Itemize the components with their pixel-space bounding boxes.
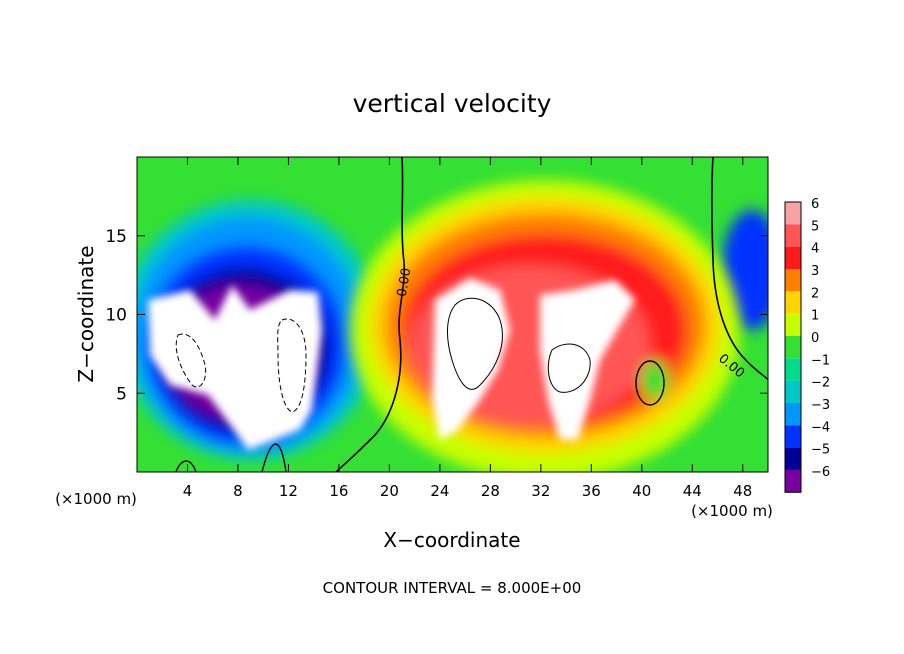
colorbar-swatch xyxy=(785,202,801,225)
x-tick-label: 48 xyxy=(733,482,752,500)
zero-contour-bottom xyxy=(175,443,287,472)
contour-lines xyxy=(175,157,768,472)
colorbar: 6 5 4 3 2 1 0 −1 −2 −3 −4 −5 −6 xyxy=(784,197,830,493)
x-tick-label: 32 xyxy=(531,482,550,500)
colorbar-swatch xyxy=(785,380,801,403)
y-unit-label: (×1000 m) xyxy=(55,490,137,508)
x-axis-label: X−coordinate xyxy=(383,528,520,552)
y-tick-label: 15 xyxy=(105,227,127,247)
colorbar-swatch xyxy=(785,425,801,448)
colorbar-label: 3 xyxy=(811,264,819,279)
x-tick-label: 36 xyxy=(582,482,601,500)
colorbar-swatch xyxy=(785,447,801,470)
contour-label-left: 0.00 xyxy=(395,267,415,298)
negative-contour-2 xyxy=(277,318,307,413)
x-tick-label: 4 xyxy=(183,482,193,500)
y-tick-label: 10 xyxy=(105,306,127,326)
x-tick-label: 44 xyxy=(683,482,702,500)
colorbar-swatch xyxy=(785,268,801,292)
x-tick-label: 16 xyxy=(329,482,348,500)
contour-interval-footer: CONTOUR INTERVAL = 8.000E+00 xyxy=(323,579,582,597)
colorbar-frame xyxy=(784,201,802,493)
colorbar-swatch xyxy=(785,358,801,381)
x-tick-label: 8 xyxy=(233,482,243,500)
colorbar-label: 0 xyxy=(811,331,819,346)
colorbar-swatch xyxy=(785,246,801,269)
colorbar-label: −1 xyxy=(811,353,830,368)
colorbar-swatch xyxy=(785,469,801,493)
negative-contour-1 xyxy=(175,333,207,388)
y-axis-ticks: 5 10 15 xyxy=(105,227,768,404)
zero-contour-loop xyxy=(635,360,665,406)
colorbar-label: 1 xyxy=(811,309,819,324)
x-tick-label: 28 xyxy=(481,482,500,500)
zero-contour-right xyxy=(711,157,768,381)
heatmap-field xyxy=(137,157,768,472)
colorbar-swatch xyxy=(785,313,801,336)
x-tick-label: 12 xyxy=(279,482,298,500)
colorbar-label: −2 xyxy=(811,376,830,391)
colorbar-label: −6 xyxy=(811,465,830,480)
x-unit-label: (×1000 m) xyxy=(691,502,773,520)
colorbar-label: −4 xyxy=(811,420,830,435)
x-axis-ticks: 4 8 12 16 20 24 28 32 36 40 44 48 xyxy=(183,157,752,500)
chart-title: vertical velocity xyxy=(353,89,552,118)
y-tick-label: 5 xyxy=(116,384,127,404)
colorbar-swatch xyxy=(785,291,801,314)
colorbar-swatch xyxy=(785,335,801,359)
colorbar-label: 5 xyxy=(811,219,819,234)
colorbar-label: 4 xyxy=(811,242,819,257)
x-tick-label: 20 xyxy=(380,482,399,500)
x-tick-label: 24 xyxy=(430,482,449,500)
colorbar-label: −3 xyxy=(811,398,830,413)
colorbar-label: 2 xyxy=(811,286,819,301)
colorbar-label: −5 xyxy=(811,443,830,458)
colorbar-label: 6 xyxy=(811,197,819,212)
y-axis-label: Z−coordinate xyxy=(74,245,98,382)
x-tick-label: 40 xyxy=(632,482,651,500)
positive-contour-2 xyxy=(547,343,591,393)
colorbar-swatch xyxy=(785,224,801,247)
colorbar-swatch xyxy=(785,402,801,426)
zero-contour-left xyxy=(335,157,406,472)
positive-contour-1 xyxy=(447,297,503,390)
